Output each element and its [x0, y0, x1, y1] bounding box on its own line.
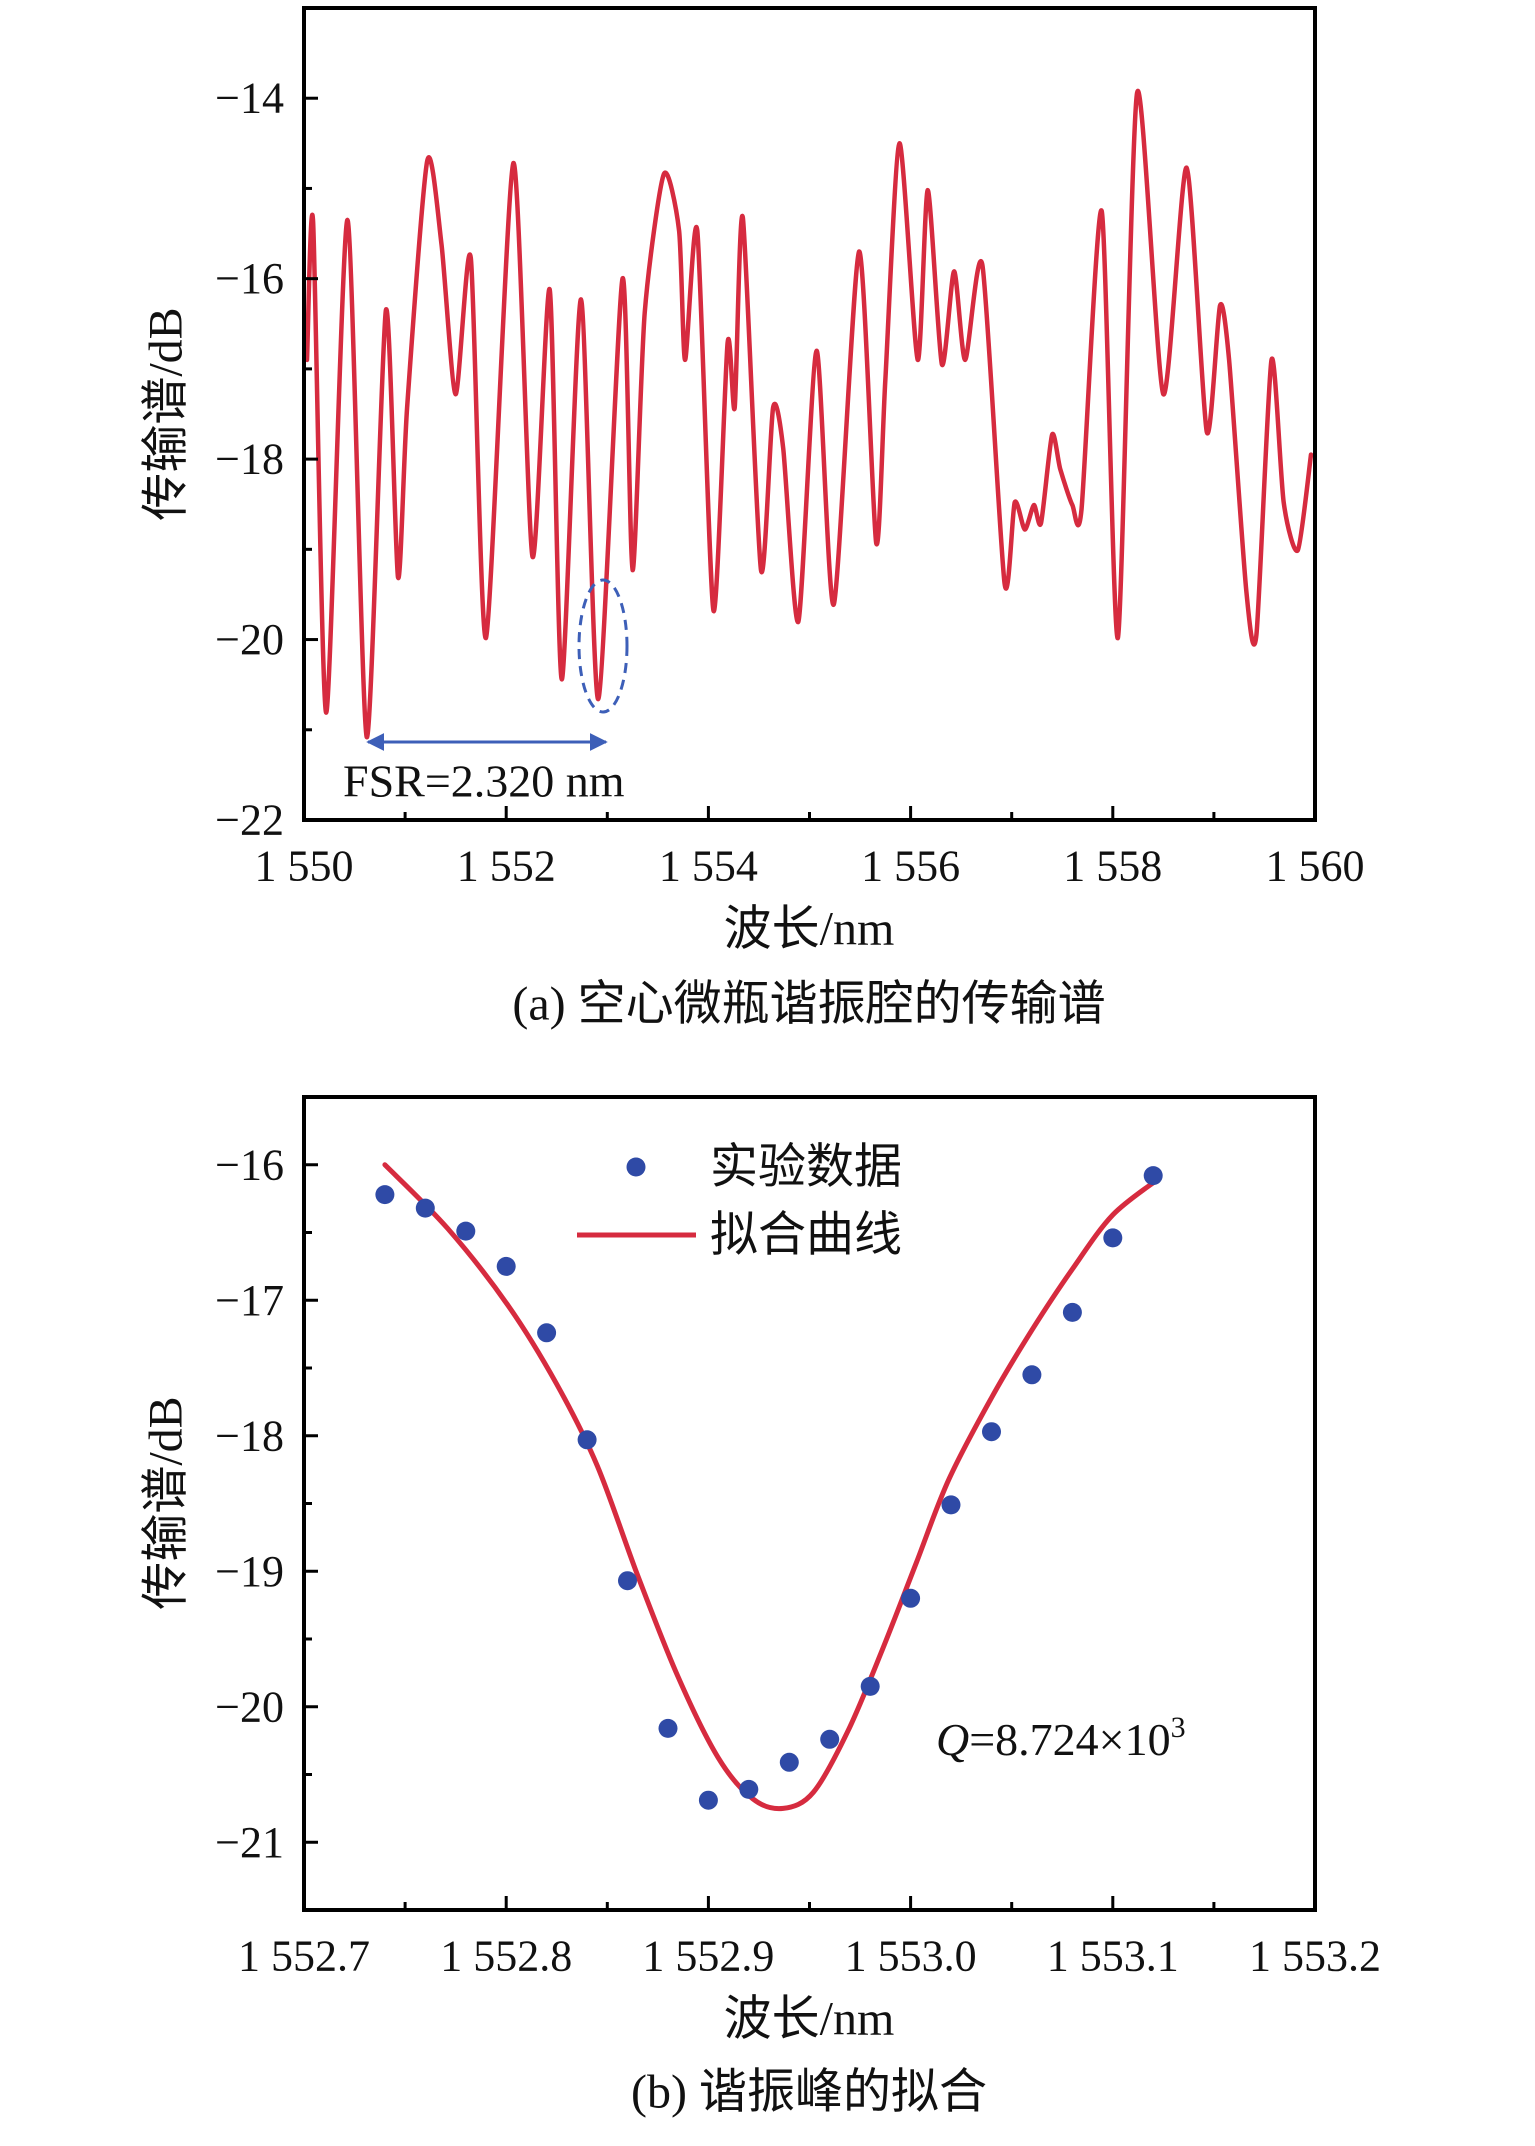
- x-tick-label: 1 553.1: [1047, 1932, 1179, 1981]
- y-tick-label: −14: [215, 74, 284, 123]
- y-axis-label: 传输谱/dB: [140, 1396, 193, 1609]
- data-point: [739, 1779, 759, 1799]
- x-tick-label: 1 560: [1266, 842, 1365, 891]
- x-axis-label: 波长/nm: [724, 903, 895, 956]
- data-point: [415, 1198, 435, 1218]
- y-tick-label: −20: [215, 1682, 284, 1731]
- fsr-annotation: FSR=2.320 nm: [343, 578, 629, 807]
- y-tick-label: −18: [215, 1411, 284, 1460]
- data-point: [779, 1752, 799, 1772]
- x-axis-label: 波长/nm: [724, 1993, 895, 2046]
- legend-label-experimental: 实验数据: [710, 1141, 902, 1194]
- data-point: [698, 1790, 718, 1810]
- legend-marker-experimental: [626, 1157, 646, 1177]
- y-tick-label: −17: [215, 1276, 284, 1325]
- caption-b: (b) 谐振峰的拟合: [631, 2066, 987, 2119]
- x-tick-label: 1 553.0: [845, 1932, 977, 1981]
- data-point: [982, 1422, 1001, 1442]
- data-point: [456, 1221, 476, 1241]
- x-tick-label: 1 552: [457, 842, 556, 891]
- chart-b-resonance-fit: 1 552.7 1 552.8 1 552.9 1 553.0 1 553.1 1 553…: [140, 1095, 1381, 2119]
- y-tick-label: −21: [215, 1818, 284, 1867]
- y-tick-label: −16: [215, 1140, 284, 1189]
- x-tick-label: 1 553.2: [1249, 1932, 1381, 1981]
- y-tick-label: −16: [215, 254, 284, 303]
- data-point: [537, 1323, 557, 1343]
- highlighted-dip-ellipse: [577, 578, 629, 714]
- x-tick-label: 1 552.7: [238, 1932, 370, 1981]
- data-point: [860, 1676, 880, 1696]
- plot-frame: [302, 1095, 1317, 1912]
- x-tick-label: 1 554: [659, 842, 758, 891]
- caption-a: (a) 空心微瓶谐振腔的传输谱: [512, 978, 1105, 1031]
- axes: 1 550 1 552 1 554 1 556 1 558 1 560 −14 −16 −18 −…: [215, 74, 1364, 891]
- y-tick-label: −18: [215, 435, 284, 484]
- data-point: [1103, 1228, 1123, 1248]
- legend: 实验数据 拟合曲线: [577, 1141, 902, 1262]
- data-point: [1022, 1365, 1042, 1385]
- y-axis-label: 传输谱/dB: [140, 307, 193, 520]
- legend-label-fit: 拟合曲线: [710, 1209, 902, 1262]
- data-point: [375, 1185, 395, 1205]
- x-tick-label: 1 558: [1063, 842, 1162, 891]
- plot-area: [304, 88, 1314, 740]
- fit-curve-line: [382, 1162, 1162, 1812]
- x-tick-label: 1 556: [861, 842, 960, 891]
- data-point: [618, 1571, 637, 1591]
- x-tick-label: 1 552.9: [642, 1932, 774, 1981]
- plot-area: [375, 1162, 1163, 1812]
- transmission-spectrum-line: [304, 88, 1314, 740]
- y-tick-label: −20: [215, 615, 284, 664]
- x-tick-label: 1 550: [255, 842, 354, 891]
- y-tick-label: −19: [215, 1547, 284, 1596]
- plot-frame: [302, 6, 1317, 822]
- data-point: [658, 1718, 678, 1738]
- y-tick-label: −22: [215, 796, 284, 845]
- chart-a-transmission-spectrum: 1 550 1 552 1 554 1 556 1 558 1 560 −14 −16 −18 −…: [140, 6, 1365, 1031]
- data-point: [1143, 1166, 1163, 1186]
- data-point: [1062, 1302, 1082, 1322]
- axes: 1 552.7 1 552.8 1 552.9 1 553.0 1 553.1 1 553…: [215, 1140, 1381, 1980]
- data-point: [941, 1495, 961, 1515]
- q-exponent: 3: [1171, 1711, 1186, 1744]
- q-mantissa: =8.724×10: [969, 1714, 1170, 1765]
- q-factor-annotation: Q=8.724×103: [936, 1711, 1186, 1765]
- data-point: [820, 1729, 840, 1749]
- data-point: [577, 1430, 597, 1450]
- q-symbol: Q: [936, 1714, 969, 1765]
- data-point: [496, 1256, 516, 1276]
- data-point: [901, 1588, 921, 1608]
- fsr-label: FSR=2.320 nm: [343, 756, 625, 807]
- x-tick-label: 1 552.8: [440, 1932, 572, 1981]
